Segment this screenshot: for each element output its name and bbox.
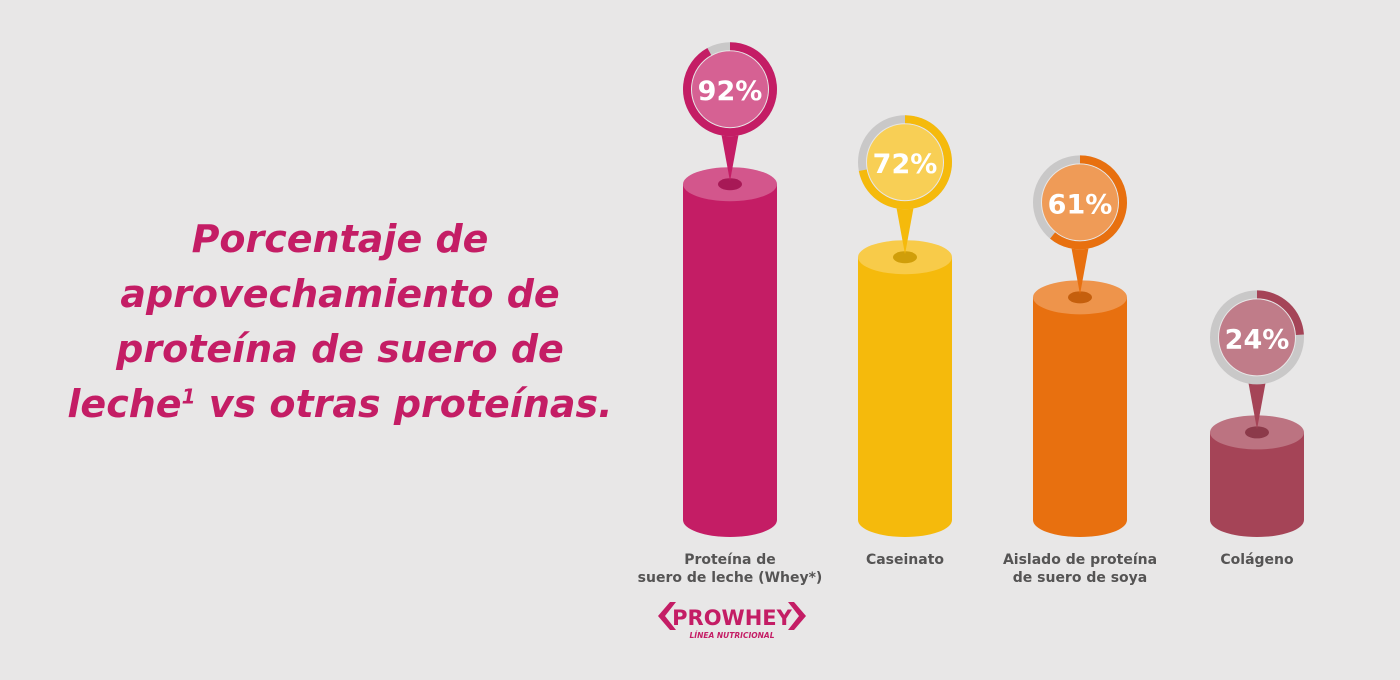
bar [683,184,777,537]
balloon-fill [1042,164,1118,241]
bar [858,257,952,537]
headline-line-4-text: leche [67,382,182,426]
balloon-fill [867,124,943,201]
bar-group: 24% [1210,290,1304,537]
category-label-line: Aislado de proteína [1002,552,1158,568]
headline-line-3: proteína de suero de [116,327,564,371]
category-label-line: Proteína de [684,552,776,568]
progress-ring-arc [683,42,777,137]
bar [1033,297,1127,537]
bar-group: 92% [683,42,777,537]
category-label-line: Caseinato [865,552,945,568]
value-label: 92% [698,76,763,107]
category-label: Colágeno [1157,551,1357,569]
headline-line-2: aprovechamiento de [120,272,560,316]
balloon-anchor-dot [893,251,917,264]
category-label: Caseinato [805,551,1005,569]
bar [1210,432,1304,537]
balloon-anchor-dot [1068,291,1092,304]
logo-right-bracket-icon [788,602,806,630]
balloon-pin [1071,245,1089,295]
balloon-anchor-dot [1245,426,1269,439]
footnote-marker: 1 [181,384,196,409]
category-label-line: Colágeno [1220,552,1294,568]
headline-line-4-rest: vs otras proteínas. [195,382,613,426]
balloon-pin [896,205,914,255]
logo-brand: PROWHEY [672,606,792,630]
balloon-pin [1248,380,1266,430]
balloon-pin [721,132,739,182]
chart-headline: Porcentaje de aprovechamiento de proteín… [40,212,640,432]
balloon-fill [692,51,768,128]
value-label: 72% [873,149,938,180]
headline-line-1: Porcentaje de [191,217,489,261]
category-label: Aislado de proteína de suero de soya [980,551,1180,587]
balloon-fill [1219,299,1295,376]
progress-ring-arc [858,115,952,210]
value-label: 61% [1048,189,1113,220]
prowhey-logo: PROWHEY LÍNEA NUTRICIONAL [658,602,806,640]
balloon-anchor-dot [718,178,742,191]
bar-group: 72% [858,115,952,537]
headline-line-4: leche1 vs otras proteínas. [40,377,640,432]
bar-group: 61% [1033,155,1127,537]
category-label-line: de suero de soya [1012,570,1148,586]
value-label: 24% [1225,324,1290,355]
category-label-line: suero de leche (Whey*) [637,570,823,586]
category-label: Proteína de suero de leche (Whey*) [630,551,830,587]
progress-ring-arc [1050,155,1127,250]
logo-tagline: LÍNEA NUTRICIONAL [690,631,775,640]
progress-ring-arc [1256,290,1304,336]
logo-left-bracket-icon [658,602,676,630]
